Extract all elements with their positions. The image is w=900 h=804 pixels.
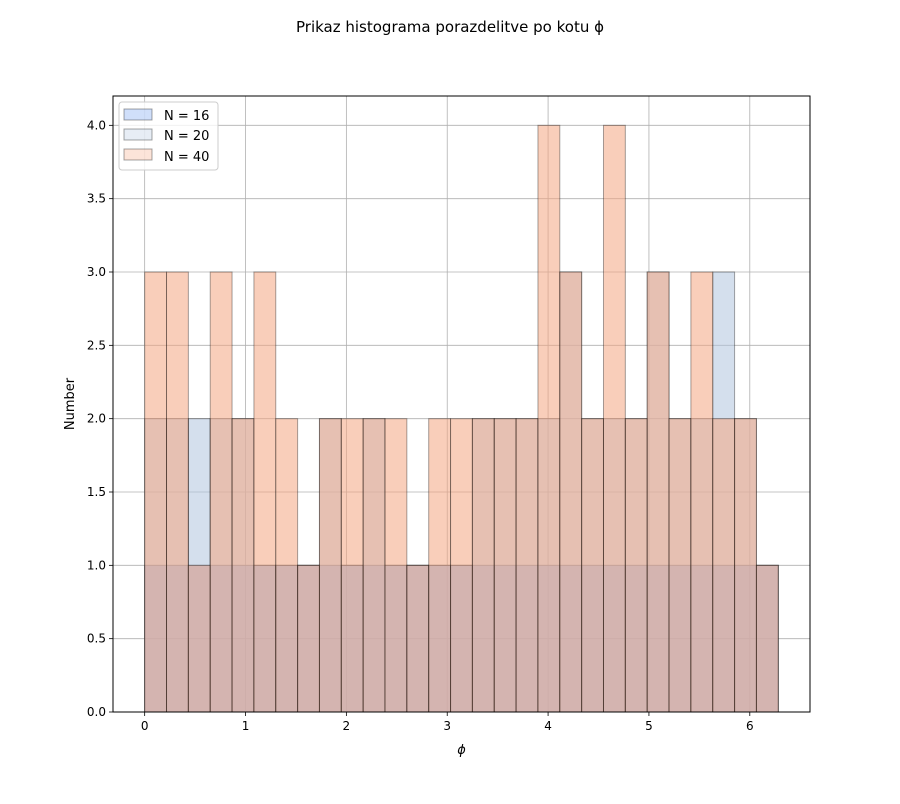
histogram-bar (209, 271, 233, 713)
histogram-bar (690, 271, 714, 713)
legend-box (118, 101, 219, 171)
legend-label-n40: N = 40 (164, 150, 209, 165)
x-tick-label: 6 (746, 719, 754, 733)
histogram-bar (275, 418, 299, 713)
histogram-bar (187, 564, 211, 713)
histogram-bar (755, 564, 779, 713)
x-tick-label: 0 (141, 719, 149, 733)
histogram-bar (646, 271, 670, 713)
chart-title: Prikaz histograma porazdelitve po kotu ϕ (296, 18, 604, 36)
y-tick-label: 3.0 (87, 265, 106, 279)
legend: N = 16 N = 20 N = 40 (118, 101, 219, 171)
legend-label-n16: N = 16 (164, 109, 209, 124)
y-tick-label: 4.0 (87, 118, 106, 132)
x-tick-label: 2 (343, 719, 351, 733)
histogram-bar (166, 271, 189, 713)
bars (144, 124, 779, 713)
histogram-bar (602, 124, 626, 713)
histogram-bar (144, 271, 168, 713)
histogram-bar (231, 418, 255, 713)
legend-swatch-n20 (123, 128, 153, 141)
x-axis-label: ϕ (457, 743, 466, 758)
axis-ticks: 0 1 2 3 4 5 6 0.0 0.5 1.0 1.5 2.0 2.5 3.0 3.5 4.0 (87, 118, 754, 733)
y-tick-label: 2.0 (87, 412, 106, 426)
histogram-bar (297, 564, 320, 713)
histogram-bar (537, 124, 561, 713)
histogram-bar (471, 418, 495, 713)
y-tick-label: 1.0 (87, 558, 106, 572)
y-tick-label: 3.5 (87, 192, 106, 206)
histogram-bar (253, 271, 277, 713)
histogram-bar (384, 418, 408, 713)
y-tick-label: 0.0 (87, 705, 106, 719)
x-tick-label: 4 (544, 719, 552, 733)
histogram-bar (318, 418, 342, 713)
y-tick-label: 0.5 (87, 632, 106, 646)
histogram-bar (340, 418, 364, 713)
x-tick-label: 1 (242, 719, 250, 733)
x-tick-label: 5 (645, 719, 653, 733)
histogram-bar (624, 418, 648, 713)
histogram-bar (559, 271, 583, 713)
histogram-bar (712, 418, 736, 713)
legend-label-n20: N = 20 (164, 129, 209, 144)
histogram-bar (734, 418, 757, 713)
histogram-bar (581, 418, 604, 713)
histogram-bar (406, 564, 430, 713)
histogram-bar (362, 418, 386, 713)
histogram-bar (515, 418, 539, 713)
y-axis-label: Number (63, 377, 78, 430)
histogram-bar (493, 418, 517, 713)
histogram-bar (428, 418, 452, 713)
x-tick-label: 3 (443, 719, 451, 733)
y-tick-label: 2.5 (87, 338, 106, 352)
legend-swatch-n16 (123, 108, 153, 121)
histogram-bar (450, 418, 473, 713)
y-tick-label: 1.5 (87, 485, 106, 499)
series-n40 (144, 124, 779, 713)
legend-swatch-n40 (123, 148, 153, 161)
plot-frame (112, 95, 811, 713)
histogram-bar (668, 418, 692, 713)
